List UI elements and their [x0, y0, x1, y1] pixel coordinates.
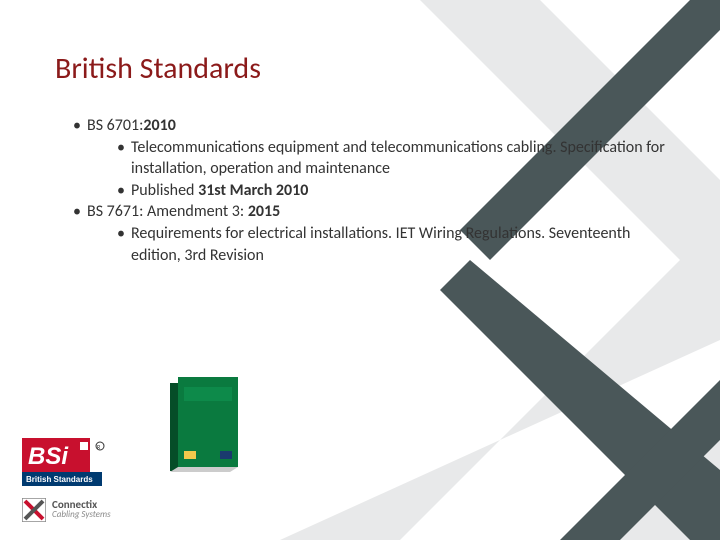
bs7671-year: 2015 [248, 202, 280, 221]
bs6701-published: Published 31st March 2010 [117, 180, 670, 202]
book-image [170, 377, 240, 472]
connectix-text-2: Cabling Systems [52, 510, 111, 521]
bsi-logo: BSi R British Standards [22, 438, 117, 488]
bs7671-prefix: BS 7671: Amendment 3: [87, 202, 248, 221]
slide-title: British Standards [55, 50, 670, 87]
svg-text:British Standards: British Standards [26, 475, 93, 484]
bs6701-year: 2010 [143, 116, 175, 135]
standards-list: BS 6701:2010 Telecommunications equipmen… [55, 115, 670, 266]
bs6701-prefix: BS 6701: [87, 116, 143, 135]
bs6701-pub-prefix: Published [131, 181, 198, 200]
bs6701-pub-date: 31st March 2010 [198, 181, 308, 200]
bs7671-desc: Requirements for electrical installation… [117, 223, 670, 266]
svg-text:BSi: BSi [28, 443, 69, 470]
list-item-bs6701: BS 6701:2010 Telecommunications equipmen… [73, 115, 670, 201]
connectix-logo: Connectix Cabling Systems [22, 498, 117, 522]
list-item-bs7671: BS 7671: Amendment 3: 2015 Requirements … [73, 201, 670, 266]
bs6701-desc: Telecommunications equipment and telecom… [117, 137, 670, 180]
